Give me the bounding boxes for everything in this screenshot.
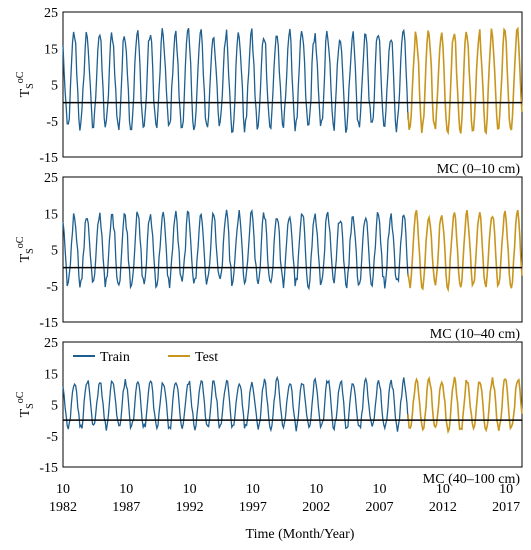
x-tick-month-label: 10 <box>56 482 70 497</box>
plot-frame <box>62 341 523 468</box>
series-train-line <box>62 375 409 433</box>
x-tick-year-label: 2017 <box>492 500 520 515</box>
x-tick-year-label: 1997 <box>239 500 267 515</box>
panel-label: MC (10–40 cm) <box>430 327 521 342</box>
panel-2: -15 -5 5 15 25 TSoC MC (10–40 cm) <box>15 171 523 342</box>
y-tick-label: 5 <box>51 244 58 259</box>
legend-entry-test: Test <box>195 350 218 365</box>
x-tick-month-label: 10 <box>183 482 197 497</box>
plot-frame <box>62 11 523 158</box>
y-tick-label: 15 <box>44 207 58 222</box>
y-axis-label: TSoC <box>15 71 36 97</box>
x-tick-month-label: 10 <box>373 482 387 497</box>
x-tick-month-label: 10 <box>436 482 450 497</box>
series-test-line <box>407 26 523 136</box>
x-tick-year-label: 1987 <box>112 500 140 515</box>
x-tick-year-label: 1992 <box>176 500 204 515</box>
y-tick-label: 5 <box>51 399 58 414</box>
x-tick-year-label: 1982 <box>49 500 77 515</box>
y-tick-label: -5 <box>46 430 58 445</box>
y-tick-label: 25 <box>44 171 58 186</box>
series-train-line <box>62 27 409 134</box>
x-tick-month-label: 10 <box>119 482 133 497</box>
y-tick-label: 15 <box>44 367 58 382</box>
y-tick-label: -5 <box>46 280 58 295</box>
y-tick-label: -15 <box>39 151 58 166</box>
y-tick-label: 25 <box>44 6 58 21</box>
y-tick-label: -15 <box>39 316 58 331</box>
x-axis-label: Time (Month/Year) <box>246 527 355 542</box>
y-tick-label: -5 <box>46 115 58 130</box>
x-tick-month-label: 10 <box>309 482 323 497</box>
x-tick-year-label: 2012 <box>429 500 457 515</box>
series-train-line <box>62 208 409 291</box>
legend-entry-train: Train <box>100 350 130 365</box>
panel-label: MC (40–100 cm) <box>423 472 521 487</box>
panel-label: MC (0–10 cm) <box>437 162 521 177</box>
series-test-line <box>407 376 523 435</box>
plot-frame <box>62 176 523 323</box>
y-tick-label: -15 <box>39 461 58 476</box>
panel-1: -15 -5 5 15 25 TSoC MC (0–10 cm) <box>15 6 523 177</box>
x-tick-month-label: 10 <box>246 482 260 497</box>
legend: Train Test <box>73 350 218 365</box>
panel-3: -15 -5 5 15 25 TSoC MC (40–100 cm) Train Test <box>15 336 523 487</box>
x-tick-year-label: 2007 <box>366 500 394 515</box>
x-tick-month-label: 10 <box>499 482 513 497</box>
y-tick-label: 5 <box>51 79 58 94</box>
y-axis-label: TSoC <box>15 236 36 262</box>
x-tick-year-label: 2002 <box>302 500 330 515</box>
y-axis-label: TSoC <box>15 391 36 417</box>
y-tick-label: 15 <box>44 42 58 57</box>
series-test-line <box>407 209 523 293</box>
y-tick-label: 25 <box>44 336 58 351</box>
